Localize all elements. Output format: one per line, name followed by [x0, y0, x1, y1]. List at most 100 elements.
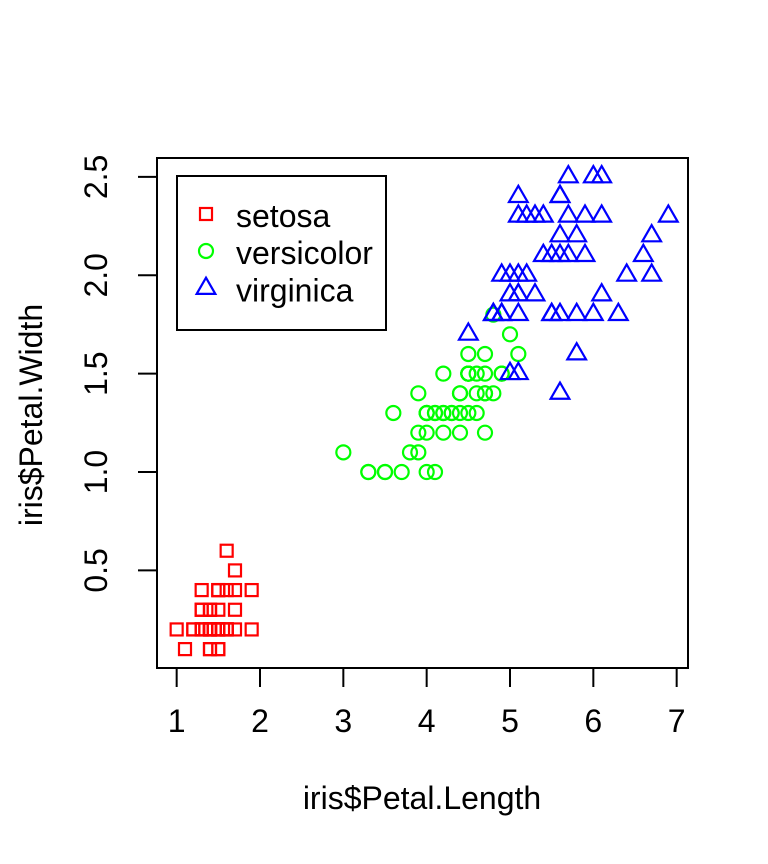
data-point-versicolor	[468, 385, 485, 402]
data-point-versicolor	[476, 424, 494, 441]
data-point-virginica	[590, 203, 613, 223]
data-point-versicolor	[360, 463, 377, 481]
data-point-setosa	[194, 622, 209, 637]
data-point-versicolor	[468, 365, 485, 382]
data-point-setosa	[202, 622, 218, 637]
data-point-setosa	[202, 622, 218, 637]
data-point-versicolor	[426, 404, 444, 422]
y-axis: 0.5 1.0 1.5 2.0 2.5	[78, 155, 157, 593]
data-point-virginica	[498, 281, 522, 302]
legend-marker-setosa	[198, 206, 214, 222]
data-point-setosa	[202, 622, 218, 637]
data-point-setosa	[202, 602, 218, 617]
data-point-virginica	[640, 262, 663, 282]
data-point-virginica	[532, 203, 555, 223]
data-point-versicolor	[410, 444, 427, 461]
data-point-virginica	[657, 203, 680, 223]
data-point-versicolor	[410, 385, 427, 402]
data-point-versicolor	[435, 424, 452, 441]
data-point-setosa	[227, 582, 243, 598]
data-point-versicolor	[485, 385, 502, 402]
data-point-versicolor	[435, 365, 452, 382]
x-tick-label: 6	[584, 703, 602, 739]
data-point-virginica	[640, 222, 663, 243]
data-point-setosa	[219, 582, 234, 598]
data-point-setosa	[219, 622, 234, 637]
data-point-virginica	[490, 262, 513, 282]
data-point-setosa	[202, 602, 218, 617]
data-point-setosa	[219, 543, 234, 558]
data-point-versicolor	[460, 345, 477, 363]
x-tick-label: 7	[668, 703, 686, 739]
data-point-setosa	[211, 622, 226, 637]
data-point-virginica	[615, 262, 638, 282]
data-point-versicolor	[401, 444, 419, 461]
data-point-virginica	[515, 203, 538, 223]
data-point-versicolor	[451, 404, 469, 422]
data-point-setosa	[211, 642, 226, 657]
data-point-setosa	[219, 622, 234, 637]
data-point-versicolor	[418, 404, 435, 422]
data-point-virginica	[548, 222, 572, 243]
data-point-virginica	[565, 222, 588, 243]
x-tick-label: 2	[251, 703, 269, 739]
data-point-setosa	[211, 582, 226, 598]
data-point-versicolor	[410, 424, 427, 441]
data-point-versicolor	[510, 345, 527, 363]
data-point-virginica	[590, 281, 613, 302]
data-point-virginica	[632, 242, 655, 263]
data-point-setosa	[186, 622, 201, 637]
data-point-virginica	[582, 301, 605, 322]
x-axis-label: iris$Petal.Length	[303, 780, 541, 816]
y-tick-label: 1.5	[78, 351, 114, 395]
data-point-setosa	[211, 582, 226, 598]
data-point-setosa	[211, 622, 226, 637]
data-point-versicolor	[335, 444, 352, 461]
data-point-setosa	[227, 602, 243, 617]
data-point-virginica	[548, 183, 572, 204]
data-point-setosa	[186, 622, 201, 637]
data-point-virginica	[573, 203, 597, 223]
data-point-setosa	[211, 622, 226, 637]
data-point-setosa	[169, 622, 184, 637]
x-axis: 1 2 3 4 5 6 7	[168, 668, 686, 739]
data-point-versicolor	[501, 326, 519, 343]
data-point-versicolor	[418, 424, 435, 441]
data-points	[169, 163, 680, 657]
data-point-setosa	[202, 602, 218, 617]
data-point-setosa	[244, 582, 259, 598]
y-tick-label: 1.0	[78, 450, 114, 494]
data-point-versicolor	[476, 365, 494, 382]
data-point-virginica	[573, 242, 597, 263]
data-point-versicolor	[435, 404, 452, 422]
data-point-virginica	[532, 242, 555, 263]
data-point-setosa	[194, 602, 209, 617]
data-point-virginica	[548, 183, 572, 204]
x-tick-label: 3	[334, 703, 352, 739]
data-point-setosa	[219, 622, 234, 637]
data-point-versicolor	[376, 463, 394, 481]
data-point-setosa	[194, 622, 209, 637]
data-point-virginica	[457, 321, 480, 341]
data-point-virginica	[523, 281, 547, 302]
data-point-versicolor	[460, 365, 477, 382]
data-point-virginica	[548, 242, 572, 263]
data-point-setosa	[194, 582, 209, 598]
data-point-versicolor	[418, 463, 435, 481]
data-point-virginica	[540, 301, 563, 322]
legend-label-versicolor: versicolor	[236, 235, 373, 271]
data-point-versicolor	[476, 385, 494, 402]
data-point-setosa	[202, 622, 218, 637]
data-point-setosa	[194, 602, 209, 617]
data-point-versicolor	[426, 463, 444, 481]
data-point-setosa	[211, 642, 226, 657]
data-point-setosa	[211, 582, 226, 598]
data-point-virginica	[482, 301, 505, 322]
data-point-versicolor	[476, 345, 494, 363]
y-tick-label: 0.5	[78, 548, 114, 592]
data-point-setosa	[219, 622, 234, 637]
data-point-versicolor	[468, 404, 485, 422]
data-point-virginica	[507, 183, 530, 204]
